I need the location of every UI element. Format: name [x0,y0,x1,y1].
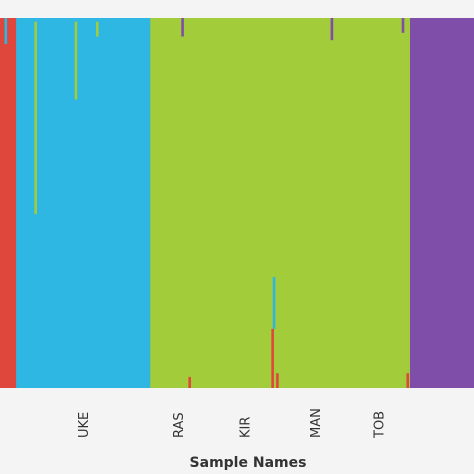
tick-label-ras: RAS [172,412,187,438]
bars-layer [0,18,474,388]
admixture-segment-0 [4,18,8,44]
admixture-segment-9 [181,18,184,37]
admixture-segment-5 [272,277,276,329]
admixture-segment-6 [276,373,279,388]
population-bar-ras [150,18,207,388]
admixture-layer [4,18,410,388]
admixture-segment-4 [271,328,274,388]
tick-label-man: MAN [309,408,324,438]
population-bar-unlabeled-0 [0,18,17,388]
population-bar-man [283,18,348,388]
population-bar-unlabeled-6 [410,18,474,388]
population-bar-uke [16,18,151,388]
tick-label-uke: UKE [77,412,92,438]
admixture-segment-11 [401,18,405,33]
admixture-segment-3 [95,21,99,37]
tick-label-tob: TOB [373,411,388,439]
admixture-segment-8 [406,373,410,388]
admixture-segment-10 [330,18,334,41]
x-axis-title: Sample Names [190,455,307,471]
admixture-segment-7 [188,376,191,388]
admixture-segment-2 [74,21,78,100]
admixture-segment-1 [34,21,37,215]
population-bar-tob [346,18,411,388]
tick-label-kir: KIR [239,417,254,438]
population-bar-kir [205,18,285,388]
tick-labels: UKE RAS KIR MAN TOB [77,408,387,439]
